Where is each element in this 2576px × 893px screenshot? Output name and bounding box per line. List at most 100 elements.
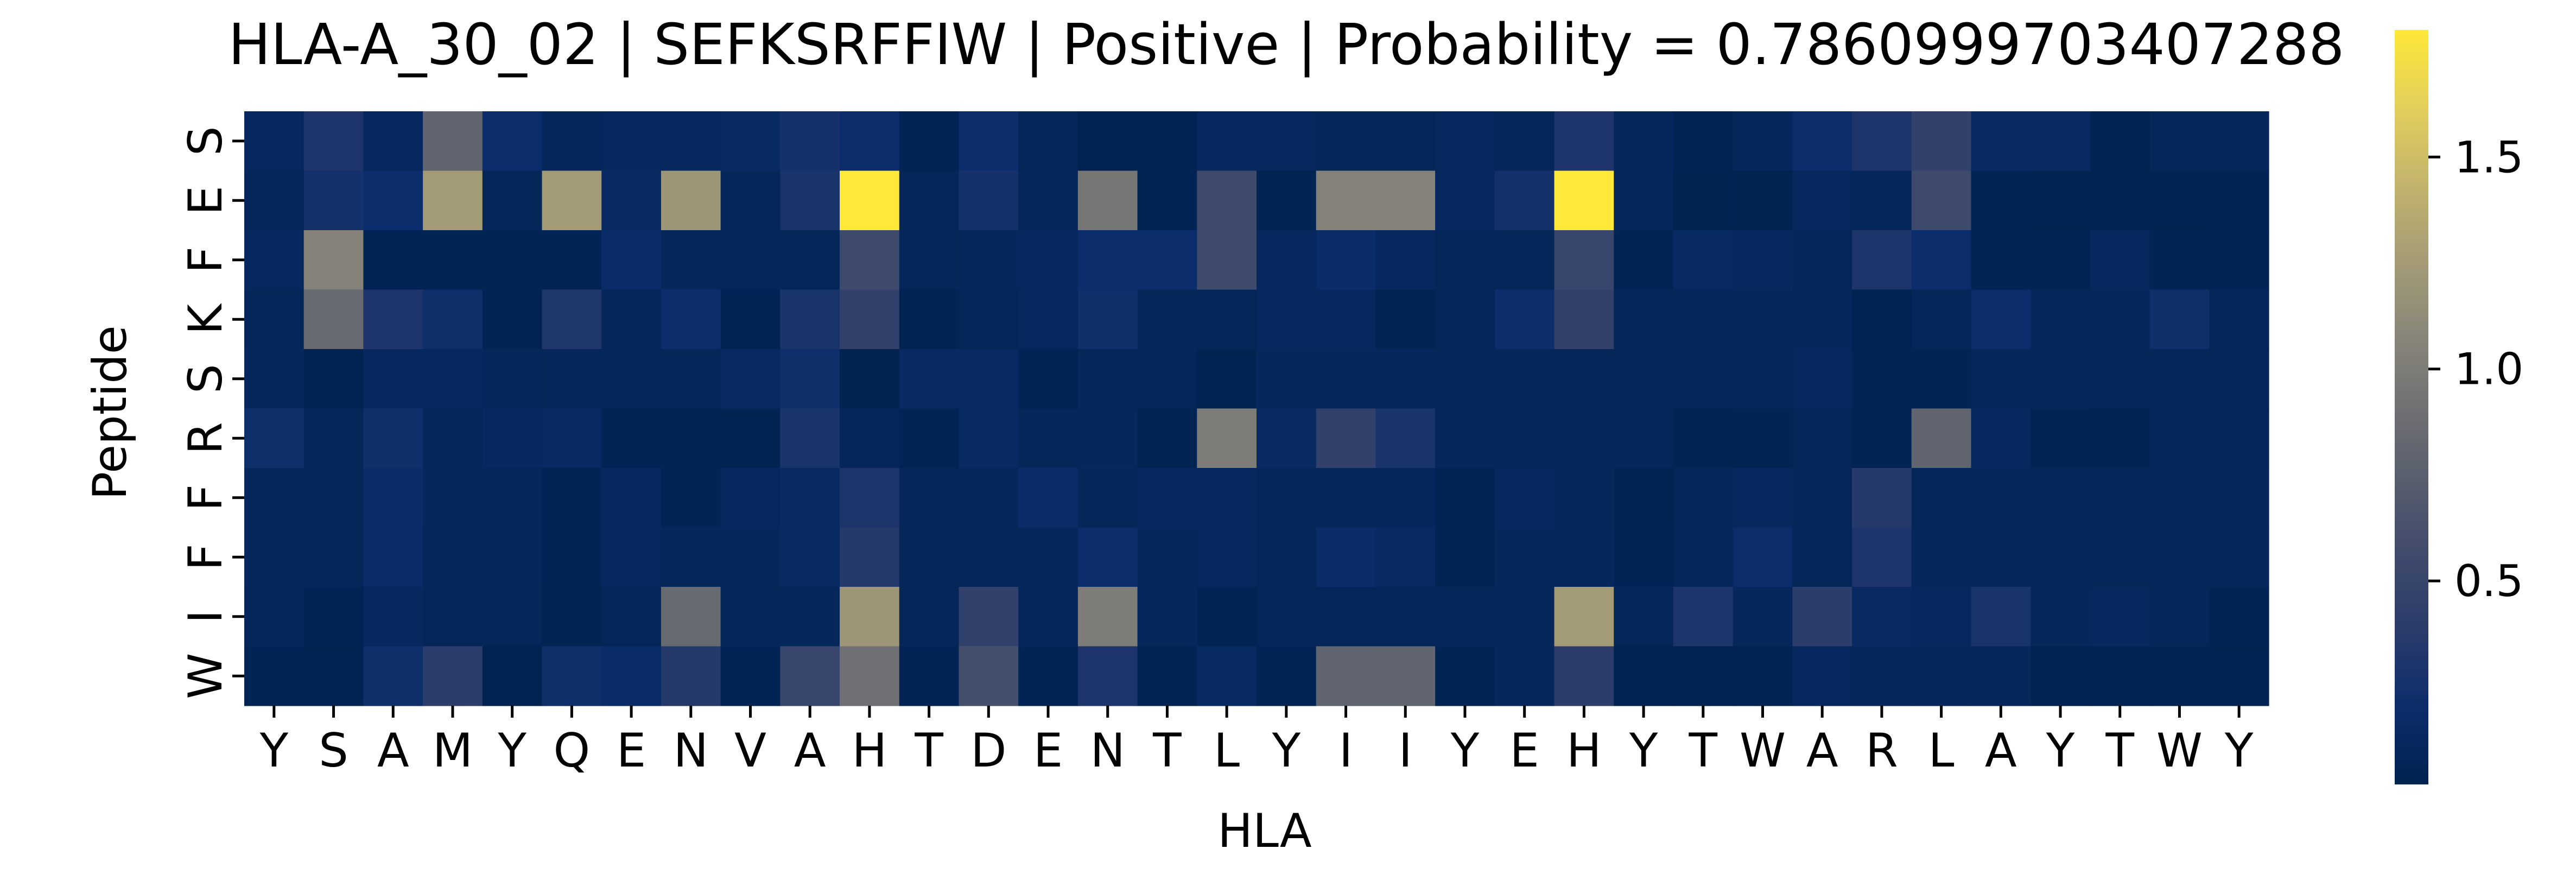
heatmap-cell [2149,289,2210,350]
heatmap-cell [2209,527,2269,587]
heatmap-cell [1852,587,1912,647]
heatmap-cell [1257,170,1317,231]
heatmap-cell [1733,230,1793,290]
heatmap-cell [1316,289,1376,350]
heatmap-cell [1197,646,1257,706]
heatmap-cell [1614,468,1674,528]
heatmap-cell [303,111,364,172]
heatmap-cell [1852,230,1912,290]
heatmap-cell [244,527,304,587]
heatmap-cell [661,646,721,706]
x-tick-label: Y [2046,724,2075,778]
heatmap-cell [959,408,1019,468]
heatmap-cell [601,646,662,706]
colorbar-tick-label: 1.5 [2454,132,2523,182]
x-tick-label: T [914,724,943,778]
heatmap-cell [1733,111,1793,172]
heatmap-cell [1077,468,1138,528]
heatmap-cell [482,408,543,468]
heatmap-cell [1852,646,1912,706]
heatmap-cell [363,646,423,706]
heatmap-cell [2031,230,2091,290]
heatmap-cell [601,408,662,468]
heatmap-cell [1733,289,1793,350]
heatmap-cell [1077,527,1138,587]
heatmap-cell [1614,408,1674,468]
heatmap-cell [2090,646,2150,706]
heatmap-cell [1911,289,1972,350]
heatmap-cell [2090,289,2150,350]
heatmap-cell [482,111,543,172]
heatmap-cell [1257,111,1317,172]
heatmap-cell [840,646,900,706]
heatmap-cell [303,587,364,647]
heatmap-cell [1494,170,1555,231]
heatmap-cell [1316,408,1376,468]
heatmap-cell [1137,527,1197,587]
heatmap-cell [2031,111,2091,172]
heatmap-cell [1018,527,1078,587]
heatmap-cell [423,349,483,409]
x-tick-label: N [674,724,708,778]
heatmap-cell [1435,468,1495,528]
heatmap-cell [1494,230,1555,290]
colorbar-tick-label: 0.5 [2454,556,2523,606]
x-tick-label: H [1566,724,1602,778]
x-tick-label: E [617,724,646,778]
x-tick-label: Y [2224,724,2254,778]
heatmap-cell [720,408,781,468]
heatmap-cell [2149,587,2210,647]
heatmap-cell [1614,111,1674,172]
heatmap-cell [1197,468,1257,528]
heatmap-cell [959,587,1019,647]
heatmap-cell [1733,349,1793,409]
x-tick-label: A [377,724,409,778]
heatmap-cell [2149,170,2210,231]
heatmap-cell [1614,646,1674,706]
heatmap-cell [1077,646,1138,706]
heatmap-cell [661,230,721,290]
heatmap-cell [2090,111,2150,172]
heatmap-cell [482,587,543,647]
heatmap-cell [1971,289,2031,350]
heatmap-cell [542,170,602,231]
heatmap-cell [1852,170,1912,231]
heatmap-cell [1792,646,1852,706]
heatmap-cell [2209,170,2269,231]
heatmap-cell [1494,527,1555,587]
y-tick-label: F [179,484,233,511]
heatmap-cell [1614,527,1674,587]
heatmap-cell [720,111,781,172]
heatmap-cell [2209,230,2269,290]
heatmap-cell [423,527,483,587]
heatmap-cell [1792,289,1852,350]
heatmap-cell [2209,587,2269,647]
heatmap-cell [1733,170,1793,231]
heatmap-cell [423,468,483,528]
heatmap-cell [1733,527,1793,587]
x-tick-label: A [1806,724,1838,778]
heatmap-cell [542,646,602,706]
heatmap-cell [1911,349,1972,409]
heatmap-cell [303,170,364,231]
heatmap-cell [780,468,840,528]
heatmap-cell [1435,289,1495,350]
heatmap-cell [363,111,423,172]
heatmap-cell [1733,587,1793,647]
heatmap-cell [1852,527,1912,587]
heatmap-cell [1435,587,1495,647]
heatmap-cell [1435,349,1495,409]
heatmap-cell [1971,527,2031,587]
heatmap-cell [1018,349,1078,409]
heatmap-cell [1554,468,1614,528]
heatmap-cell [1077,587,1138,647]
heatmap-cell [2090,527,2150,587]
heatmap-cell [1554,289,1614,350]
heatmap-cell [1257,468,1317,528]
heatmap-cell [2090,170,2150,231]
heatmap-cell [2031,646,2091,706]
heatmap-cell [1018,289,1078,350]
heatmap-cell [1792,230,1852,290]
heatmap-cell [1316,111,1376,172]
